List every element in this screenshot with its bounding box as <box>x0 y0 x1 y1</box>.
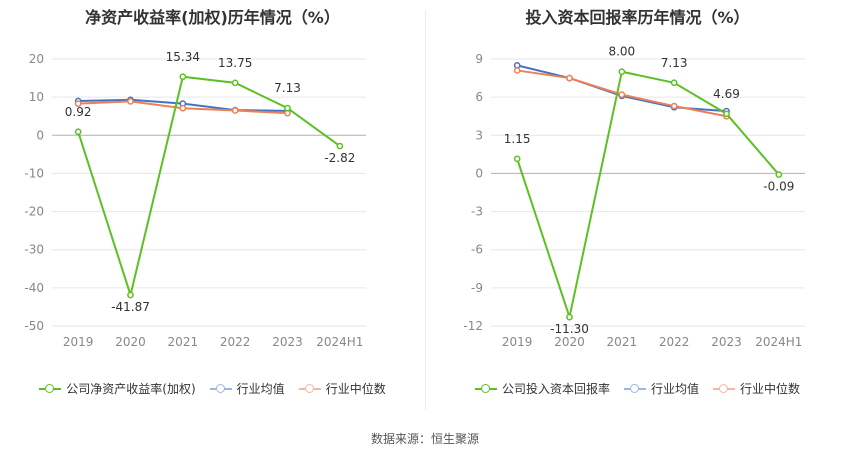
x-tick-label: 2020 <box>115 335 146 349</box>
x-tick-label: 2019 <box>63 335 94 349</box>
y-tick-label: -20 <box>24 205 44 219</box>
data-point-industry_median <box>231 107 239 114</box>
data-label: 7.13 <box>274 81 301 95</box>
legend-swatch-industry-avg <box>623 383 646 394</box>
roe-legend: 公司净资产收益率(加权) 行业均值 行业中位数 <box>0 380 425 397</box>
series-line-company <box>77 75 341 299</box>
data-point-industry_median <box>127 97 134 105</box>
y-tick-label: 0 <box>36 128 44 142</box>
y-tick-label: 6 <box>475 90 483 104</box>
data-label: 8.00 <box>608 45 635 59</box>
data-point-company <box>566 313 573 321</box>
data-label: -11.30 <box>550 322 589 336</box>
legend-label: 行业均值 <box>236 382 285 396</box>
x-tick-label: 2021 <box>607 335 638 349</box>
data-point-company <box>74 128 82 136</box>
y-tick-label: -10 <box>24 166 44 180</box>
x-tick-label: 2022 <box>220 335 251 349</box>
x-tick-label: 2024H1 <box>316 335 363 349</box>
legend-swatch-industry-median <box>298 383 321 394</box>
y-tick-label: 0 <box>475 166 483 180</box>
x-tick-label: 2019 <box>502 335 533 349</box>
data-label: 4.69 <box>713 87 740 101</box>
roe-chart: 20 10 0 -10 -20 -30 -40 -50 2019 2020 2021 2022 2023… <box>24 50 366 349</box>
data-label: 1.15 <box>504 132 531 146</box>
data-label: 7.13 <box>661 56 688 70</box>
y-tick-label: 10 <box>29 90 44 104</box>
legend-item-industry-median[interactable]: 行业中位数 <box>298 380 386 397</box>
legend-swatch-company <box>474 383 497 394</box>
data-point-company <box>179 73 187 81</box>
panel-divider <box>425 10 426 410</box>
data-point-company <box>231 79 239 87</box>
y-tick-label: -9 <box>471 281 483 295</box>
y-tick-label: -6 <box>471 243 483 257</box>
y-tick-label: -50 <box>24 319 44 333</box>
data-point-industry_median <box>670 102 678 110</box>
roic-legend: 公司投入资本回报率 行业均值 行业中位数 <box>425 380 850 397</box>
y-tick-label: 9 <box>475 52 483 66</box>
roe-chart-panel: 净资产收益率(加权)历年情况（%） 20 10 0 -10 -20 -30 -40 -50 20… <box>0 0 425 420</box>
y-tick-label: -40 <box>24 281 44 295</box>
data-point-company <box>127 291 134 299</box>
y-tick-label: -12 <box>463 319 483 333</box>
data-point-company <box>775 171 783 178</box>
data-source-note: 数据来源：恒生聚源 <box>370 432 479 446</box>
data-point-industry_median <box>566 74 573 82</box>
legend-item-industry-median[interactable]: 行业中位数 <box>713 380 800 397</box>
roic-chart-title: 投入资本回报率历年情况（%） <box>525 8 750 27</box>
x-tick-label: 2021 <box>168 335 199 349</box>
data-point-company <box>284 104 291 112</box>
roe-chart-title: 净资产收益率(加权)历年情况（%） <box>85 8 340 27</box>
x-tick-label: 2023 <box>711 335 742 349</box>
legend-item-company-roic[interactable]: 公司投入资本回报率 <box>474 380 610 397</box>
data-label: 0.92 <box>65 105 92 119</box>
legend-label: 行业中位数 <box>740 382 801 396</box>
y-tick-label: 20 <box>29 52 44 66</box>
data-point-industry_median <box>513 67 521 74</box>
data-point-industry_median <box>179 104 187 112</box>
legend-label: 公司投入资本回报率 <box>501 382 610 396</box>
y-tick-label: -30 <box>24 243 44 257</box>
legend-item-company-roe[interactable]: 公司净资产收益率(加权) <box>39 380 196 397</box>
legend-label: 行业均值 <box>650 382 699 396</box>
data-point-industry_median <box>74 100 82 107</box>
data-label: -2.82 <box>324 151 355 165</box>
data-label: -41.87 <box>111 300 150 314</box>
legend-swatch-industry-median <box>713 383 735 394</box>
legend-item-industry-avg[interactable]: 行业均值 <box>623 380 699 397</box>
x-tick-label: 2020 <box>554 335 585 349</box>
legend-item-industry-avg[interactable]: 行业均值 <box>209 380 285 397</box>
data-point-company <box>618 68 626 76</box>
roic-chart-panel: 投入资本回报率历年情况（%） 9 6 3 0 -3 -6 -9 -12 2019 2020 2021… <box>425 0 850 420</box>
legend-label: 公司净资产收益率(加权) <box>66 382 196 396</box>
data-point-company <box>513 155 521 163</box>
data-point-industry_median <box>618 91 626 98</box>
y-tick-label: 3 <box>475 128 483 142</box>
data-point-company <box>336 142 344 150</box>
data-label: 15.34 <box>166 50 200 64</box>
roic-chart: 9 6 3 0 -3 -6 -9 -12 2019 2020 2021 2022 2023 2024H1 1… <box>463 45 805 349</box>
legend-label: 行业中位数 <box>325 382 386 396</box>
data-point-company <box>670 79 678 87</box>
y-tick-label: -3 <box>471 205 483 219</box>
data-label: 13.75 <box>218 56 252 70</box>
data-point-company <box>723 110 730 118</box>
data-label: -0.09 <box>763 180 794 194</box>
x-tick-label: 2024H1 <box>755 335 802 349</box>
legend-swatch-company <box>39 383 62 394</box>
x-tick-label: 2022 <box>659 335 690 349</box>
legend-swatch-industry-avg <box>209 383 232 394</box>
x-tick-label: 2023 <box>272 335 303 349</box>
series-line-company <box>516 70 780 321</box>
